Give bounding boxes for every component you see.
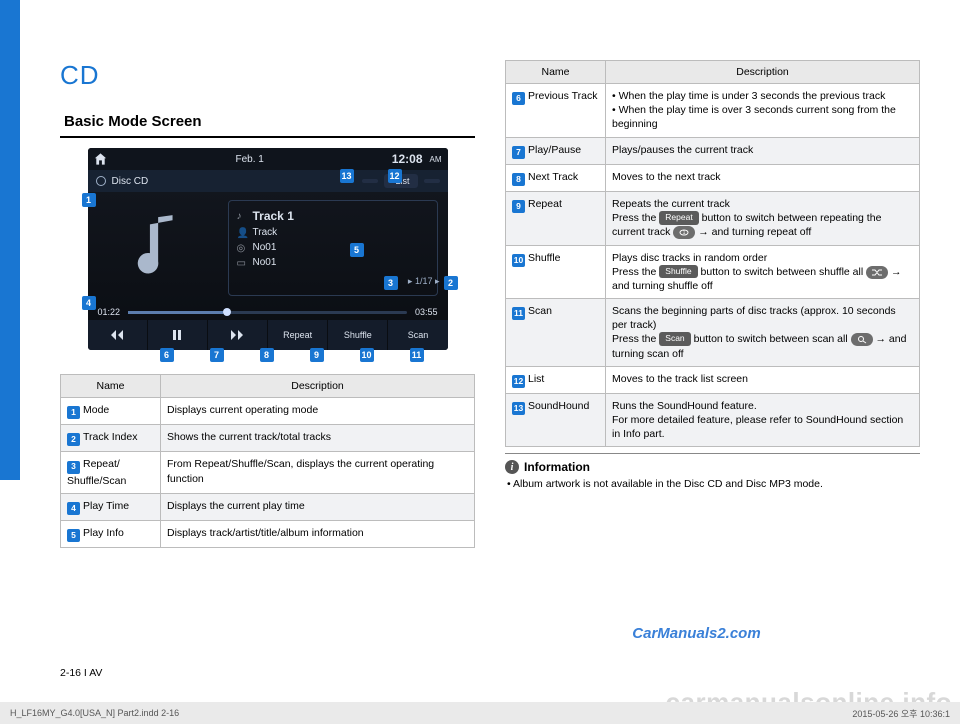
pause-button[interactable]: [148, 320, 208, 350]
callout-marker: 12: [388, 169, 402, 183]
table-row: 10Shuffle Plays disc tracks in random or…: [506, 245, 920, 299]
next-button[interactable]: [208, 320, 268, 350]
table-row: 4Play TimeDisplays the current play time: [61, 493, 475, 520]
status-time: 12:08: [392, 152, 423, 166]
track-artist: Track: [253, 227, 278, 238]
shuffle-pill: Shuffle: [659, 265, 697, 278]
status-date: Feb. 1: [235, 154, 263, 165]
track-album: No01: [253, 242, 277, 253]
footer-bar: H_LF16MY_G4.0[USA_N] Part2.indd 2-16 201…: [0, 702, 960, 724]
marker-icon: 3: [67, 461, 80, 474]
disc-icon: [96, 176, 106, 186]
home-icon: [94, 152, 108, 166]
time-total: 03:55: [415, 307, 438, 317]
progress-bar[interactable]: [128, 311, 407, 314]
scan-pill: Scan: [659, 332, 690, 345]
th-name: Name: [506, 61, 606, 84]
callout-marker: 4: [82, 296, 96, 310]
callout-marker: 6: [160, 348, 174, 362]
accent-bar: [0, 0, 20, 480]
table-row: 13SoundHound Runs the SoundHound feature…: [506, 393, 920, 447]
th-desc: Description: [606, 61, 920, 84]
soundhound-chip[interactable]: [362, 179, 378, 183]
time-current: 01:22: [98, 307, 121, 317]
repeat-pill: Repeat: [659, 211, 698, 224]
right-column: Name Description 6Previous Track • When …: [505, 60, 920, 548]
callout-marker: 8: [260, 348, 274, 362]
callout-marker: 11: [410, 348, 424, 362]
table-row: 1ModeDisplays current operating mode: [61, 398, 475, 425]
marker-icon: 10: [512, 254, 525, 267]
callout-marker: 7: [210, 348, 224, 362]
watermark-link: CarManuals2.com: [433, 625, 960, 642]
marker-icon: 4: [67, 502, 80, 515]
section-title: Basic Mode Screen: [60, 109, 475, 138]
table-row: 3Repeat/ Shuffle/ScanFrom Repeat/Shuffle…: [61, 452, 475, 493]
callout-marker: 5: [350, 243, 364, 257]
mode-label: Disc CD: [112, 176, 149, 187]
information-block: i Information • Album artwork is not ava…: [505, 453, 920, 490]
track-title: Track 1: [253, 209, 294, 223]
left-column: CD Basic Mode Screen Feb. 1 12:08 AM Dis…: [60, 60, 475, 548]
track-index: ▸ 1/17 ▸: [408, 276, 440, 287]
spec-table-right: Name Description 6Previous Track • When …: [505, 60, 920, 447]
album-art: [88, 192, 218, 304]
page-number: 2-16 I AV: [60, 667, 102, 679]
marker-icon: 9: [512, 200, 525, 213]
table-row: 9Repeat Repeats the current track Press …: [506, 191, 920, 245]
info-heading: Information: [524, 460, 590, 474]
scan-all-icon: [851, 333, 873, 346]
callout-marker: 10: [360, 348, 374, 362]
marker-icon: 7: [512, 146, 525, 159]
track-info-box: ♪ Track 1 👤 Track ◎ No01 ▭ No01: [228, 200, 438, 296]
spec-table-left: Name Description 1ModeDisplays current o…: [60, 374, 475, 548]
th-desc: Description: [161, 375, 475, 398]
info-icon: i: [505, 460, 519, 474]
screenshot-figure: Feb. 1 12:08 AM Disc CD List: [88, 148, 448, 350]
music-icon: ♪: [237, 211, 247, 221]
info-bullet: • Album artwork is not available in the …: [505, 478, 920, 490]
th-name: Name: [61, 375, 161, 398]
repeat-button[interactable]: Repeat: [268, 320, 328, 350]
table-row: 12List Moves to the track list screen: [506, 366, 920, 393]
indd-label: H_LF16MY_G4.0[USA_N] Part2.indd 2-16: [10, 708, 179, 718]
page-title: CD: [60, 60, 475, 91]
scan-button[interactable]: Scan: [388, 320, 447, 350]
shuffle-all-icon: [866, 266, 888, 279]
indd-timestamp: 2015-05-26 오후 10:36:1: [852, 707, 950, 720]
status-bar: Feb. 1 12:08 AM: [88, 148, 448, 170]
marker-icon: 2: [67, 433, 80, 446]
svg-text:1: 1: [683, 230, 686, 236]
progress-row: 01:22 03:55: [88, 304, 448, 320]
marker-icon: 13: [512, 402, 525, 415]
transport-row: Repeat Shuffle Scan: [88, 320, 448, 350]
callout-marker: 3: [384, 276, 398, 290]
marker-icon: 8: [512, 173, 525, 186]
artist-icon: 👤: [237, 228, 247, 238]
table-row: 5Play InfoDisplays track/artist/title/al…: [61, 521, 475, 548]
track-extra: No01: [253, 257, 277, 268]
callout-marker: 2: [444, 276, 458, 290]
callout-marker: 9: [310, 348, 324, 362]
marker-icon: 6: [512, 92, 525, 105]
status-ampm: AM: [430, 155, 442, 164]
note-icon: [127, 212, 179, 284]
marker-icon: 11: [512, 307, 525, 320]
marker-icon: 12: [512, 375, 525, 388]
marker-icon: 1: [67, 406, 80, 419]
shuffle-button[interactable]: Shuffle: [328, 320, 388, 350]
marker-icon: 5: [67, 529, 80, 542]
callout-marker: 13: [340, 169, 354, 183]
callout-marker: 1: [82, 193, 96, 207]
table-row: 6Previous Track • When the play time is …: [506, 84, 920, 138]
prev-button[interactable]: [88, 320, 148, 350]
back-chip[interactable]: [424, 179, 440, 183]
table-row: 11Scan Scans the beginning parts of disc…: [506, 299, 920, 367]
repeat-track-icon: 1: [673, 226, 695, 239]
table-row: 2Track IndexShows the current track/tota…: [61, 425, 475, 452]
folder-icon: ▭: [237, 258, 247, 268]
table-row: 8Next Track Moves to the next track: [506, 164, 920, 191]
album-icon: ◎: [237, 243, 247, 253]
table-row: 7Play/Pause Plays/pauses the current tra…: [506, 137, 920, 164]
